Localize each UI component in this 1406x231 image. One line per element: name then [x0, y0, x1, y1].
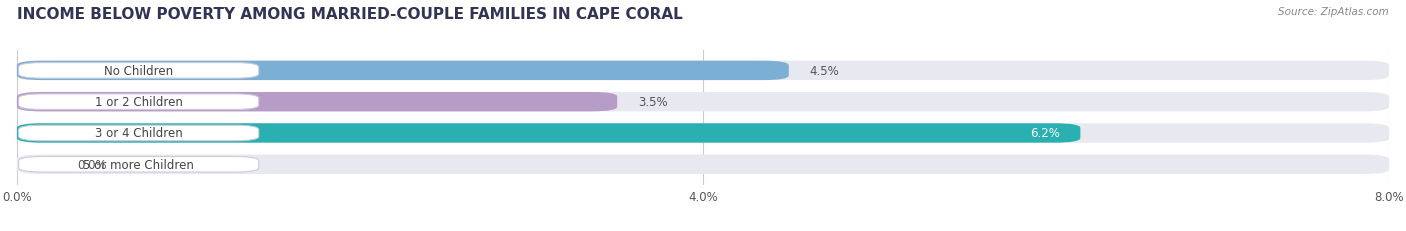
FancyBboxPatch shape: [17, 124, 1389, 143]
Text: 1 or 2 Children: 1 or 2 Children: [94, 96, 183, 109]
FancyBboxPatch shape: [17, 93, 1389, 112]
Text: 6.2%: 6.2%: [1031, 127, 1060, 140]
FancyBboxPatch shape: [18, 126, 259, 141]
FancyBboxPatch shape: [17, 93, 617, 112]
Text: Source: ZipAtlas.com: Source: ZipAtlas.com: [1278, 7, 1389, 17]
Text: 4.5%: 4.5%: [810, 65, 839, 78]
Text: 3.5%: 3.5%: [638, 96, 668, 109]
FancyBboxPatch shape: [17, 61, 789, 81]
Text: 0.0%: 0.0%: [77, 158, 107, 171]
FancyBboxPatch shape: [18, 63, 259, 79]
Text: 5 or more Children: 5 or more Children: [83, 158, 194, 171]
Text: No Children: No Children: [104, 65, 173, 78]
FancyBboxPatch shape: [18, 94, 259, 110]
Text: INCOME BELOW POVERTY AMONG MARRIED-COUPLE FAMILIES IN CAPE CORAL: INCOME BELOW POVERTY AMONG MARRIED-COUPL…: [17, 7, 683, 22]
FancyBboxPatch shape: [17, 124, 1080, 143]
Text: 3 or 4 Children: 3 or 4 Children: [94, 127, 183, 140]
FancyBboxPatch shape: [17, 61, 1389, 81]
FancyBboxPatch shape: [18, 157, 259, 172]
FancyBboxPatch shape: [17, 155, 1389, 174]
